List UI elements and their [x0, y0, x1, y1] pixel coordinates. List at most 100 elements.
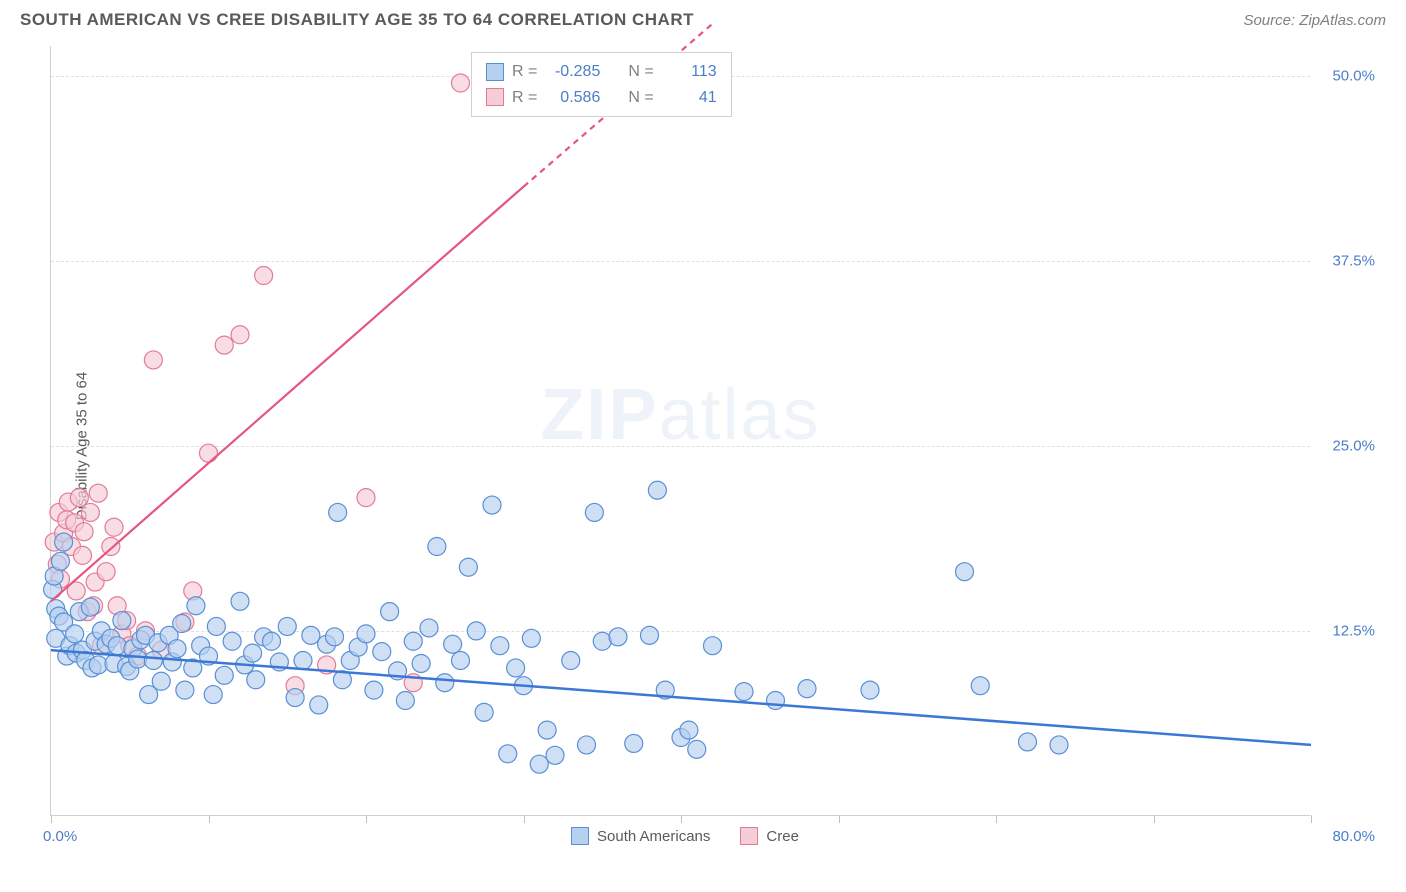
- data-point: [467, 622, 485, 640]
- r-label: R =: [512, 59, 537, 85]
- stats-row-sa: R = -0.285 N = 113: [486, 59, 717, 85]
- data-point: [530, 755, 548, 773]
- data-point: [578, 736, 596, 754]
- chart-title: SOUTH AMERICAN VS CREE DISABILITY AGE 35…: [20, 10, 694, 30]
- data-point: [168, 640, 186, 658]
- swatch-cree-icon: [740, 827, 758, 845]
- data-point: [144, 351, 162, 369]
- data-point: [231, 592, 249, 610]
- data-point: [625, 734, 643, 752]
- x-tick: [681, 815, 682, 823]
- data-point: [452, 74, 470, 92]
- data-point: [326, 628, 344, 646]
- r-label: R =: [512, 85, 537, 111]
- data-point: [971, 677, 989, 695]
- data-point: [81, 503, 99, 521]
- source-credit: Source: ZipAtlas.com: [1243, 12, 1386, 29]
- data-point: [152, 672, 170, 690]
- legend-label-sa: South Americans: [597, 828, 710, 845]
- data-point: [585, 503, 603, 521]
- data-point: [444, 635, 462, 653]
- data-point: [767, 692, 785, 710]
- data-point: [459, 558, 477, 576]
- data-point: [66, 625, 84, 643]
- legend-item-cree: Cree: [740, 827, 799, 845]
- x-min-label: 0.0%: [43, 828, 77, 845]
- data-point: [144, 652, 162, 670]
- data-point: [420, 619, 438, 637]
- data-point: [329, 503, 347, 521]
- x-max-label: 80.0%: [1332, 828, 1375, 845]
- data-point: [680, 721, 698, 739]
- data-point: [412, 654, 430, 672]
- series-legend: South Americans Cree: [571, 827, 799, 845]
- data-point: [105, 518, 123, 536]
- data-point: [278, 617, 296, 635]
- n-label: N =: [628, 59, 653, 85]
- data-point: [204, 686, 222, 704]
- data-point: [1050, 736, 1068, 754]
- data-point: [97, 563, 115, 581]
- stats-row-cree: R = 0.586 N = 41: [486, 85, 717, 111]
- plot-area: ZIPatlas 12.5%25.0%37.5%50.0% R = -0.285…: [50, 46, 1310, 816]
- data-point: [215, 666, 233, 684]
- data-point: [302, 626, 320, 644]
- y-tick-label: 12.5%: [1332, 622, 1375, 639]
- data-point: [187, 597, 205, 615]
- data-point: [310, 696, 328, 714]
- data-point: [55, 533, 73, 551]
- data-point: [404, 632, 422, 650]
- data-point: [74, 546, 92, 564]
- data-point: [373, 643, 391, 661]
- stats-legend: R = -0.285 N = 113 R = 0.586 N = 41: [471, 52, 732, 117]
- data-point: [223, 632, 241, 650]
- data-point: [231, 326, 249, 344]
- data-point: [108, 637, 126, 655]
- data-point: [173, 615, 191, 633]
- data-point: [491, 637, 509, 655]
- data-point: [200, 444, 218, 462]
- data-point: [1019, 733, 1037, 751]
- data-point: [798, 680, 816, 698]
- data-point: [70, 489, 88, 507]
- data-point: [365, 681, 383, 699]
- data-point: [648, 481, 666, 499]
- x-tick: [524, 815, 525, 823]
- legend-label-cree: Cree: [766, 828, 799, 845]
- plot-svg: [51, 46, 1311, 816]
- x-tick: [1311, 815, 1312, 823]
- data-point: [207, 617, 225, 635]
- data-point: [522, 629, 540, 647]
- data-point: [286, 689, 304, 707]
- swatch-cree: [486, 88, 504, 106]
- data-point: [89, 484, 107, 502]
- n-label: N =: [628, 85, 653, 111]
- data-point: [294, 652, 312, 670]
- data-point: [475, 703, 493, 721]
- data-point: [562, 652, 580, 670]
- x-tick: [209, 815, 210, 823]
- r-value-sa: -0.285: [545, 59, 600, 85]
- data-point: [452, 652, 470, 670]
- data-point: [861, 681, 879, 699]
- data-point: [499, 745, 517, 763]
- data-point: [507, 659, 525, 677]
- r-value-cree: 0.586: [545, 85, 600, 111]
- legend-item-sa: South Americans: [571, 827, 710, 845]
- data-point: [81, 598, 99, 616]
- data-point: [244, 644, 262, 662]
- x-tick: [1154, 815, 1155, 823]
- data-point: [735, 683, 753, 701]
- data-point: [428, 538, 446, 556]
- data-point: [102, 538, 120, 556]
- y-tick-label: 37.5%: [1332, 252, 1375, 269]
- data-point: [538, 721, 556, 739]
- data-point: [483, 496, 501, 514]
- data-point: [436, 674, 454, 692]
- data-point: [956, 563, 974, 581]
- data-point: [396, 692, 414, 710]
- y-tick-label: 25.0%: [1332, 437, 1375, 454]
- data-point: [593, 632, 611, 650]
- data-point: [113, 612, 131, 630]
- x-tick: [366, 815, 367, 823]
